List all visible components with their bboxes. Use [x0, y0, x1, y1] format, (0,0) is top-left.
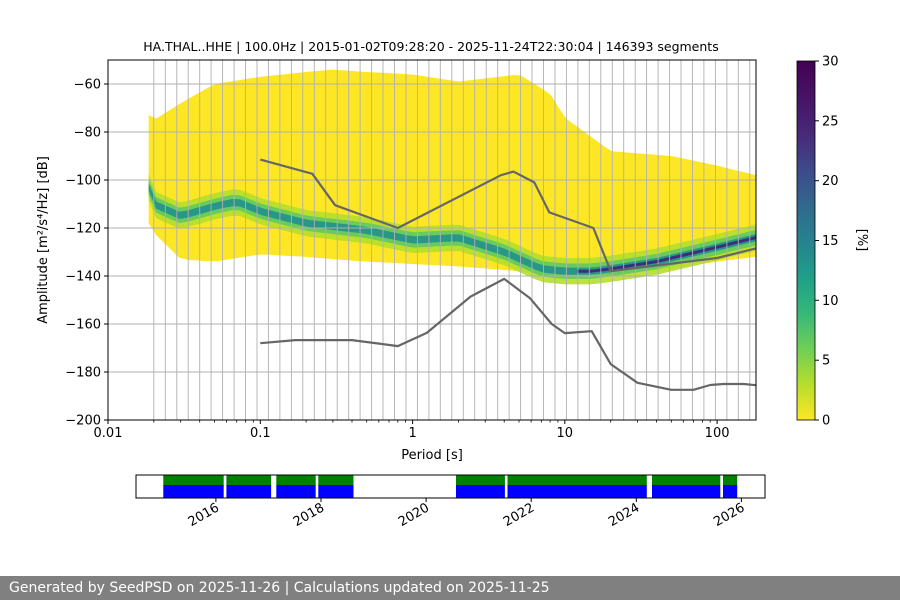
x-tick-label: 100 — [705, 426, 730, 441]
period-grid-lines — [153, 60, 751, 420]
x-axis-label: Period [s] — [401, 448, 463, 463]
y-axis-ticks: −60 −80 −100 −120 −140 −160 −180 −200 — [65, 78, 108, 429]
colorbar-tick-label: 25 — [822, 114, 839, 129]
colorbar-ticks: 0 5 10 15 20 25 30 — [815, 55, 839, 429]
available-data-bar — [723, 485, 738, 498]
timeline-tick-label: 2024 — [606, 500, 642, 530]
processed-data-bar — [163, 475, 224, 485]
x-tick-label: 10 — [557, 426, 574, 441]
available-data-bar — [652, 485, 721, 498]
timeline-year-ticks: 2016 2018 2020 2022 2024 2026 — [186, 498, 747, 530]
colorbar-gradient — [796, 60, 816, 421]
colorbar-tick-label: 30 — [822, 55, 839, 70]
available-data-bar — [456, 485, 505, 498]
colorbar-label: [%] — [854, 229, 869, 252]
footer-text: Generated by SeedPSD on 2025-11-26 | Cal… — [9, 580, 550, 596]
timeline-tick-label: 2018 — [291, 500, 327, 530]
chart-title: HA.THAL..HHE | 100.0Hz | 2015-01-02T09:2… — [143, 39, 718, 54]
available-data-bar — [507, 485, 647, 498]
amplitude-grid-lines — [108, 83, 756, 420]
psd-figure: HA.THAL..HHE | 100.0Hz | 2015-01-02T09:2… — [36, 39, 869, 530]
processed-data-bar — [723, 475, 738, 485]
colorbar-tick-label: 10 — [822, 294, 839, 309]
colorbar-tick-label: 5 — [822, 354, 830, 369]
y-tick-label: −100 — [65, 174, 101, 189]
available-data-bar — [163, 485, 224, 498]
colorbar-tick-label: 0 — [822, 414, 830, 429]
plot-frame — [107, 59, 757, 421]
low-noise-model-line — [260, 277, 756, 391]
processed-data-bar — [652, 475, 721, 485]
colorbar-tick-label: 20 — [822, 174, 839, 189]
timeline-tick-label: 2026 — [711, 500, 747, 530]
timeline-tick-label: 2016 — [186, 500, 222, 530]
processed-data-bar — [276, 475, 316, 485]
y-tick-label: −160 — [65, 318, 101, 333]
available-data-bar — [226, 485, 272, 498]
processed-data-bar — [318, 475, 354, 485]
x-tick-label: 1 — [408, 426, 416, 441]
processed-data-bar — [456, 475, 505, 485]
processed-data-bar — [507, 475, 647, 485]
x-tick-label: 0.1 — [250, 426, 271, 441]
high-noise-model-line — [260, 158, 756, 273]
y-tick-label: −180 — [65, 366, 101, 381]
y-tick-label: −140 — [65, 270, 101, 285]
plot-area — [108, 60, 756, 420]
processed-data-bar — [226, 475, 272, 485]
y-axis-label: Amplitude [m²/s⁴/Hz] [dB] — [36, 156, 51, 324]
availability-timeline: 2016 2018 2020 2022 2024 2026 — [135, 474, 766, 530]
footer-bar: Generated by SeedPSD on 2025-11-26 | Cal… — [0, 576, 900, 600]
timeline-tick-label: 2020 — [396, 500, 432, 530]
colorbar-tick-label: 15 — [822, 234, 839, 249]
y-tick-label: −60 — [74, 78, 101, 93]
timeline-tick-label: 2022 — [501, 500, 537, 530]
y-tick-label: −200 — [65, 414, 101, 429]
available-data-bar — [318, 485, 354, 498]
noise-model-curves — [260, 158, 756, 391]
x-axis-ticks: 0.01 0.1 1 10 100 — [94, 420, 730, 441]
psd-plot: HA.THAL..HHE | 100.0Hz | 2015-01-02T09:2… — [36, 39, 757, 463]
x-tick-label: 0.01 — [94, 426, 123, 441]
timeline-bars — [163, 475, 738, 498]
timeline-frame — [135, 474, 766, 499]
available-data-bar — [276, 485, 316, 498]
y-tick-label: −80 — [74, 126, 101, 141]
density-peak-line — [576, 236, 756, 273]
colorbar: 0 5 10 15 20 25 30 [%] — [796, 55, 869, 429]
y-tick-label: −120 — [65, 222, 101, 237]
